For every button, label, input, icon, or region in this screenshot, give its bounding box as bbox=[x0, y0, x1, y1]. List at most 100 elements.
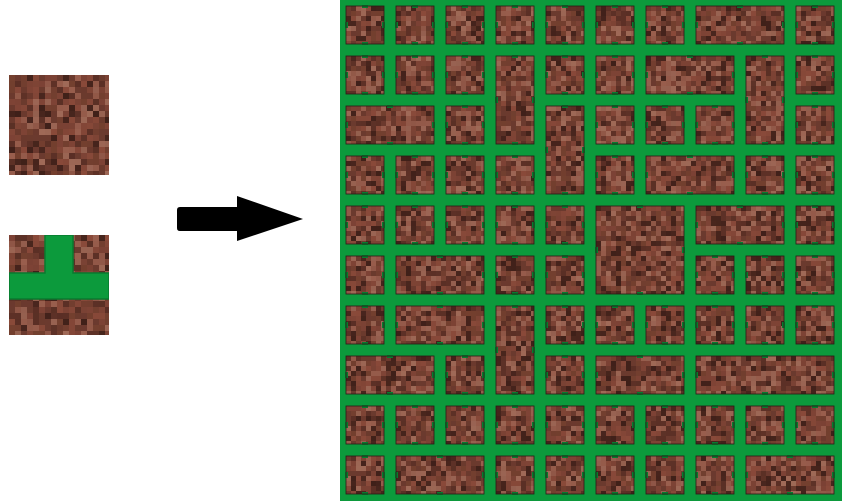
block-outline bbox=[395, 55, 435, 95]
mortar-notch bbox=[595, 405, 635, 445]
mortar-notch bbox=[595, 155, 635, 195]
stone-block bbox=[546, 106, 584, 194]
stone-block bbox=[696, 456, 734, 494]
block-outline bbox=[345, 305, 385, 345]
stone-block bbox=[596, 456, 634, 494]
block-outline bbox=[795, 305, 835, 345]
block-outline bbox=[345, 5, 385, 45]
junction-brick-tile bbox=[9, 235, 109, 335]
block-outline bbox=[545, 5, 585, 45]
block-outline bbox=[745, 155, 785, 195]
mortar-notch bbox=[545, 5, 585, 45]
block-outline bbox=[795, 155, 835, 195]
stone-block bbox=[596, 156, 634, 194]
stone-block bbox=[346, 206, 384, 244]
mortar-notch bbox=[445, 155, 485, 195]
block-outline bbox=[645, 155, 735, 195]
block-outline bbox=[445, 355, 485, 395]
stone-block bbox=[446, 156, 484, 194]
mortar-notch bbox=[695, 105, 735, 145]
mortar-notch bbox=[645, 405, 685, 445]
stone-block bbox=[646, 306, 684, 344]
block-outline bbox=[545, 55, 585, 95]
mortar-notch bbox=[745, 255, 785, 295]
stone-block bbox=[596, 206, 684, 294]
mortar-notch bbox=[695, 455, 735, 495]
mortar-notch bbox=[545, 55, 585, 95]
stone-block bbox=[796, 6, 834, 44]
mortar-notch bbox=[595, 5, 635, 45]
stone-block bbox=[696, 356, 834, 394]
block-outline bbox=[345, 105, 435, 145]
block-outline bbox=[695, 205, 785, 245]
mortar-notch bbox=[595, 305, 635, 345]
mortar-notch bbox=[645, 155, 735, 195]
stone-block bbox=[596, 356, 684, 394]
stone-block bbox=[346, 456, 384, 494]
stone-block bbox=[496, 56, 534, 144]
plain-tile-texture bbox=[9, 75, 109, 175]
block-outline bbox=[345, 355, 435, 395]
stone-block bbox=[446, 56, 484, 94]
mortar-notch bbox=[645, 455, 685, 495]
mortar-notch bbox=[395, 205, 435, 245]
block-outline bbox=[745, 405, 785, 445]
mortar-notch bbox=[545, 205, 585, 245]
block-outline bbox=[545, 305, 585, 345]
mortar-notch bbox=[695, 205, 785, 245]
block-outline bbox=[545, 105, 585, 195]
stone-block bbox=[696, 256, 734, 294]
stone-block bbox=[346, 6, 384, 44]
stone-block bbox=[746, 456, 834, 494]
mortar-notch bbox=[495, 305, 535, 395]
block-outline bbox=[495, 405, 535, 445]
stone-block bbox=[646, 406, 684, 444]
block-outline bbox=[345, 55, 385, 95]
mortar-notch bbox=[545, 105, 585, 195]
stone-block bbox=[796, 106, 834, 144]
block-outline bbox=[645, 455, 685, 495]
stone-block bbox=[596, 6, 634, 44]
stone-block bbox=[546, 356, 584, 394]
stone-block bbox=[496, 206, 534, 244]
block-outline bbox=[395, 455, 485, 495]
mortar-notch bbox=[695, 305, 735, 345]
stone-block bbox=[396, 406, 434, 444]
mortar-notch bbox=[495, 5, 535, 45]
block-outline bbox=[645, 5, 685, 45]
block-outline bbox=[595, 405, 635, 445]
mortar-notch bbox=[545, 455, 585, 495]
block-outline bbox=[695, 305, 735, 345]
stone-block bbox=[796, 256, 834, 294]
block-outline bbox=[345, 455, 385, 495]
block-outline bbox=[395, 305, 485, 345]
block-outline bbox=[495, 255, 535, 295]
mortar-notch bbox=[345, 455, 385, 495]
block-outline bbox=[345, 255, 385, 295]
stone-block bbox=[346, 356, 434, 394]
tiled-output-pattern bbox=[340, 0, 842, 501]
mortar-notch bbox=[595, 455, 635, 495]
stone-block bbox=[796, 406, 834, 444]
block-outline bbox=[395, 155, 435, 195]
mortar-notch bbox=[395, 405, 435, 445]
stone-block bbox=[696, 6, 784, 44]
block-outline bbox=[395, 5, 435, 45]
block-outline bbox=[795, 5, 835, 45]
block-outline bbox=[795, 55, 835, 95]
mortar-notch bbox=[395, 155, 435, 195]
mortar-notch bbox=[345, 355, 435, 395]
mortar-notch bbox=[445, 205, 485, 245]
stone-block bbox=[446, 406, 484, 444]
stone-block bbox=[346, 106, 434, 144]
mortar-notch bbox=[795, 305, 835, 345]
mortar-notch bbox=[545, 405, 585, 445]
brick-texture-tile-icon bbox=[9, 75, 109, 175]
stone-block bbox=[496, 6, 534, 44]
stone-block bbox=[346, 306, 384, 344]
block-outline bbox=[495, 305, 535, 395]
block-outline bbox=[395, 255, 485, 295]
mortar-notch bbox=[445, 355, 485, 395]
block-outline bbox=[545, 255, 585, 295]
block-outline bbox=[495, 155, 535, 195]
